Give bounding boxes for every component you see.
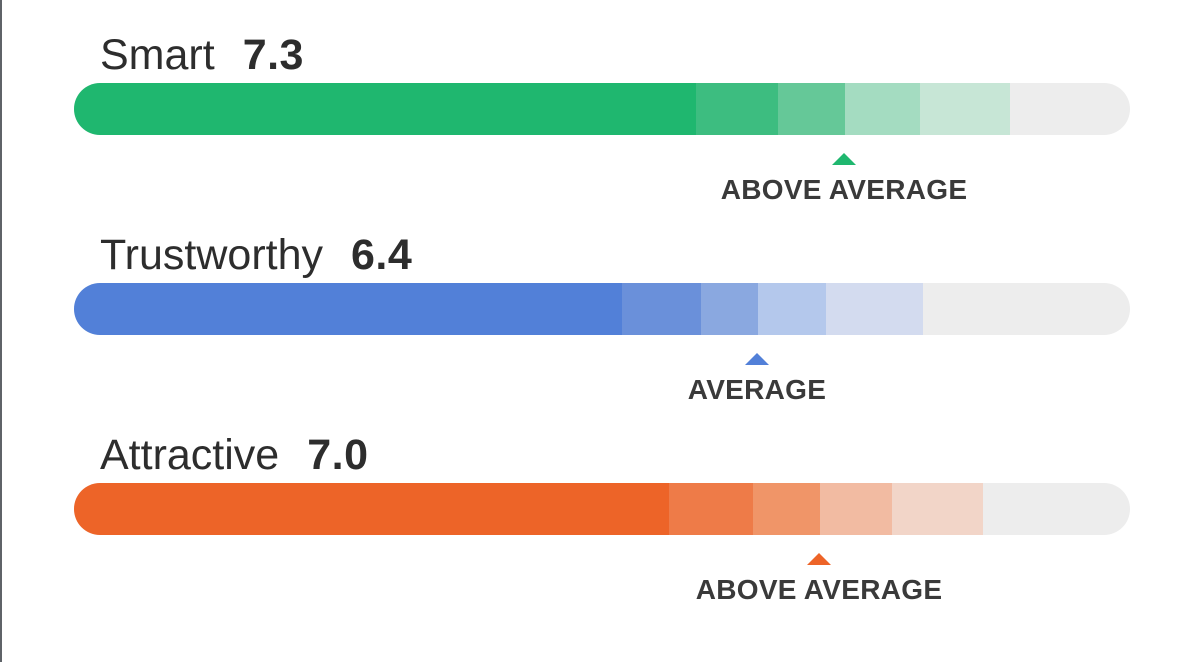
score-bar-segment bbox=[701, 283, 758, 335]
metric-title: Trustworthy 6.4 bbox=[100, 230, 412, 280]
score-bar-segment bbox=[820, 483, 892, 535]
score-bar-segment bbox=[74, 283, 622, 335]
rating-marker-icon bbox=[832, 153, 856, 165]
metric-title: Smart 7.3 bbox=[100, 30, 304, 80]
metric-score: 7.0 bbox=[307, 431, 369, 479]
score-bar-segment bbox=[778, 83, 845, 135]
metric-title: Attractive 7.0 bbox=[100, 430, 369, 480]
metric-label: Smart bbox=[100, 31, 215, 79]
rating-marker-icon bbox=[807, 553, 831, 565]
score-bar-segment bbox=[622, 283, 701, 335]
metric-score: 6.4 bbox=[351, 231, 413, 279]
rating-text: ABOVE AVERAGE bbox=[720, 174, 968, 205]
metric-score: 7.3 bbox=[242, 31, 304, 79]
rating-text: AVERAGE bbox=[687, 374, 827, 405]
score-bar-segment bbox=[753, 483, 820, 535]
rating-marker-icon bbox=[745, 353, 769, 365]
score-bar-segment bbox=[758, 283, 826, 335]
score-bar-segment bbox=[74, 83, 696, 135]
score-bar bbox=[74, 483, 1130, 535]
metric-label: Trustworthy bbox=[100, 231, 323, 279]
score-bar bbox=[74, 283, 1130, 335]
score-bar-segment bbox=[696, 83, 778, 135]
metric-label: Attractive bbox=[100, 431, 280, 479]
left-edge-divider bbox=[0, 0, 2, 662]
score-bar bbox=[74, 83, 1130, 135]
score-bar-segment bbox=[74, 483, 669, 535]
score-bar-segment bbox=[920, 83, 1010, 135]
score-bar-segment bbox=[845, 83, 920, 135]
rating-text: ABOVE AVERAGE bbox=[695, 574, 943, 605]
score-bar-segment bbox=[669, 483, 753, 535]
score-bar-segment bbox=[826, 283, 923, 335]
score-bar-segment bbox=[892, 483, 983, 535]
